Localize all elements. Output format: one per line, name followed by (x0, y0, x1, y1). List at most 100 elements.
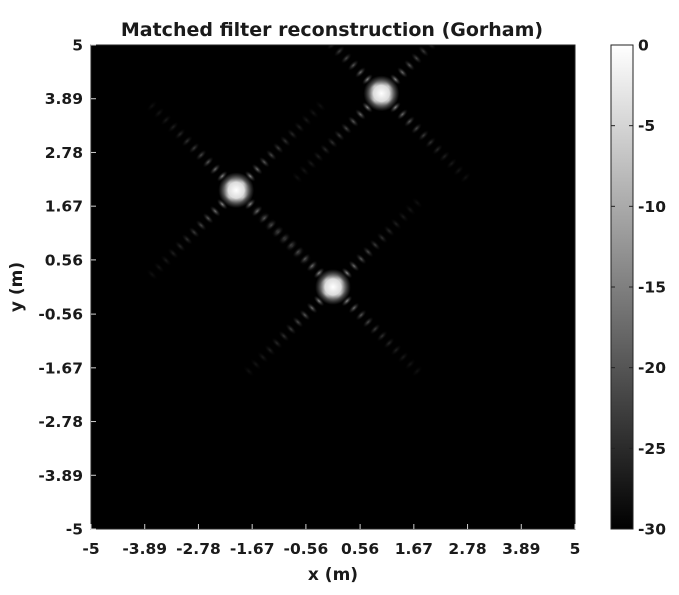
x-tick-label: 1.67 (395, 540, 433, 558)
y-tick-label: 3.89 (45, 90, 83, 108)
sidelobe (418, 130, 429, 141)
sidelobe (362, 102, 373, 113)
sidelobe (287, 128, 298, 140)
sidelobe (313, 267, 325, 279)
sidelobe (411, 123, 422, 134)
colorbar-tick-label: -20 (638, 359, 666, 377)
sidelobe (257, 211, 269, 223)
sidelobe (432, 144, 443, 155)
sidelobe (188, 227, 200, 238)
sidelobe (209, 163, 221, 175)
sidelobe (355, 309, 367, 321)
sidelobe (167, 121, 179, 133)
y-tick-label: -3.89 (38, 467, 83, 485)
y-axis-label: y (m) (7, 262, 27, 312)
sidelobe (298, 165, 310, 176)
sidelobe (209, 205, 221, 217)
y-tick-label: 0.56 (45, 251, 83, 269)
heatmap-image (146, 2, 473, 377)
sidelobe (390, 74, 401, 85)
sidelobe (299, 253, 311, 265)
y-tick-label: 5 (72, 37, 83, 55)
sidelobe (362, 316, 374, 328)
y-axis: 5 3.89 2.78 1.67 0.56 -0.56 -1.67 -2.78 -3.89 -5 (38, 37, 96, 539)
sidelobe (202, 213, 214, 224)
sidelobe (278, 232, 290, 244)
sidelobe (160, 114, 172, 126)
sidelobe (341, 53, 352, 64)
sidelobe (459, 2, 473, 16)
sidelobe (146, 100, 158, 112)
sidelobe (280, 135, 291, 147)
x-tick-label: -5 (82, 540, 99, 558)
target-peak (218, 172, 255, 209)
sidelobe (334, 130, 345, 141)
sidelobe (369, 323, 381, 335)
sidelobe (460, 172, 471, 183)
sidelobe (383, 337, 395, 349)
sidelobe (313, 151, 324, 162)
sidelobe (308, 107, 319, 119)
sidelobe (369, 239, 381, 251)
sidelobe (271, 225, 283, 237)
colorbar-ticks: 0 -5 -10 -15 -20 -25 -30 (611, 37, 666, 539)
y-tick-label: -1.67 (38, 359, 83, 377)
sidelobe (411, 53, 422, 64)
sidelobe (334, 46, 345, 57)
sidelobe (250, 204, 262, 216)
sidelobe (306, 302, 318, 314)
sidelobe (348, 260, 360, 272)
sidelobe (251, 163, 263, 175)
y-tick-label: 2.78 (45, 144, 83, 162)
sidelobe (404, 358, 416, 370)
sidelobe (397, 211, 409, 223)
sidelobe (362, 74, 373, 85)
sidelobe (146, 269, 158, 280)
plot-area (90, 2, 576, 530)
sidelobe (301, 114, 312, 126)
y-tick-label: -2.78 (38, 413, 83, 431)
sidelobe (257, 351, 269, 363)
colorbar-tick-label: -30 (638, 521, 666, 539)
sidelobe (216, 198, 228, 210)
sidelobe (341, 123, 352, 134)
sidelobe (425, 137, 436, 148)
target-peak (363, 75, 400, 112)
sidelobe (259, 156, 270, 168)
x-axis-label: x (m) (308, 565, 358, 585)
sidelobe (397, 351, 409, 363)
sidelobe (327, 45, 338, 50)
sidelobe (425, 45, 436, 50)
sidelobe (376, 232, 388, 244)
sidelobe (320, 144, 331, 155)
sidelobe (348, 60, 359, 71)
colorbar: 0 -5 -10 -15 -20 -25 -30 (610, 37, 666, 539)
x-tick-label: -1.67 (230, 540, 275, 558)
target-response (291, 2, 473, 183)
x-tick-label: 2.78 (448, 540, 486, 558)
sidelobe (446, 158, 457, 169)
plot-frame (90, 44, 576, 530)
sidelobe (264, 218, 276, 230)
x-axis: -5 -3.89 -2.78 -1.67 -0.56 0.56 1.67 2.78 3.89 5 (82, 524, 580, 558)
sidelobe (390, 102, 401, 113)
sidelobe (397, 67, 408, 78)
sidelobe (243, 197, 255, 209)
target-response (243, 197, 423, 377)
sidelobe (202, 156, 214, 168)
x-tick-label: 5 (570, 540, 581, 558)
sidelobe (341, 295, 353, 307)
sidelobe (264, 344, 276, 356)
sidelobe (167, 248, 179, 259)
sidelobe (181, 234, 193, 245)
y-tick-label: -0.56 (38, 306, 83, 324)
sidelobe (292, 246, 304, 258)
colorbar-tick-label: -25 (638, 440, 666, 458)
sidelobe (327, 137, 338, 148)
y-tick-label: 1.67 (45, 198, 83, 216)
sidelobe (390, 344, 402, 356)
sidelobe (278, 330, 290, 342)
sidelobe (348, 116, 359, 127)
sidelobe (404, 116, 415, 127)
x-tick-label: 3.89 (502, 540, 540, 558)
